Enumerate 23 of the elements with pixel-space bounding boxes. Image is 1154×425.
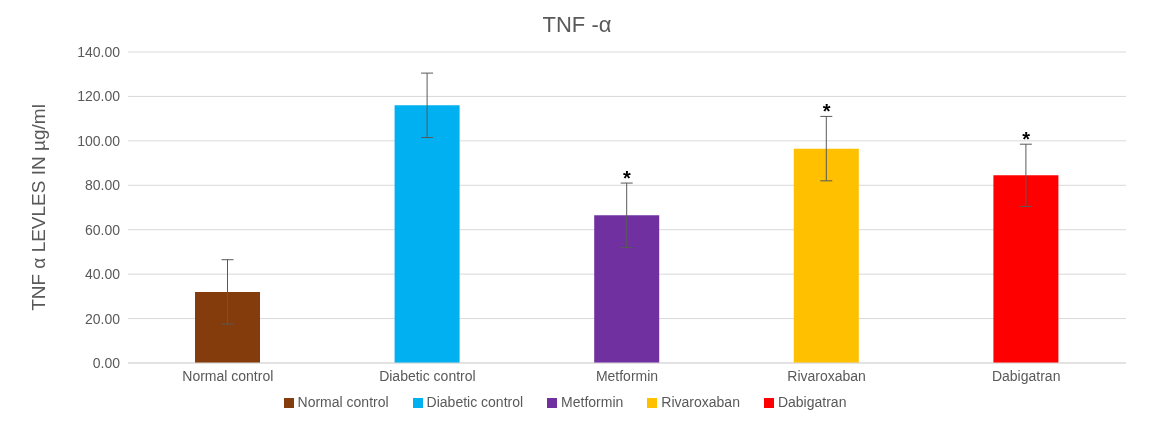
legend-label: Rivaroxaban xyxy=(661,394,740,410)
annotation: * xyxy=(1022,128,1031,151)
y-tick-label: 100.00 xyxy=(77,132,121,149)
x-tick-label: Diabetic control xyxy=(379,367,476,384)
legend-label: Normal control xyxy=(297,394,389,410)
y-tick-label: 120.00 xyxy=(77,88,121,105)
chart-title: TNF -α xyxy=(541,11,613,39)
x-tick-label: Rivaroxaban xyxy=(787,367,866,384)
x-tick-label: Normal control xyxy=(182,367,274,384)
y-tick-label: 40.00 xyxy=(84,266,121,283)
x-tick-label: Metformin xyxy=(595,367,659,384)
y-tick-label: 0.00 xyxy=(92,354,121,371)
y-tick-label: 80.00 xyxy=(84,177,121,194)
y-tick-label: 20.00 xyxy=(84,310,121,327)
y-axis-title: TNF α LEVLES IN µg/ml xyxy=(27,104,49,311)
y-tick-label: 140.00 xyxy=(77,43,121,60)
annotation: * xyxy=(623,167,632,190)
annotation: * xyxy=(822,100,831,123)
y-tick-label: 60.00 xyxy=(84,221,121,238)
legend-label: Metformin xyxy=(561,394,624,410)
legend-label: Diabetic control xyxy=(426,394,524,410)
x-tick-label: Dabigatran xyxy=(991,367,1061,384)
legend-label: Dabigatran xyxy=(777,394,847,410)
